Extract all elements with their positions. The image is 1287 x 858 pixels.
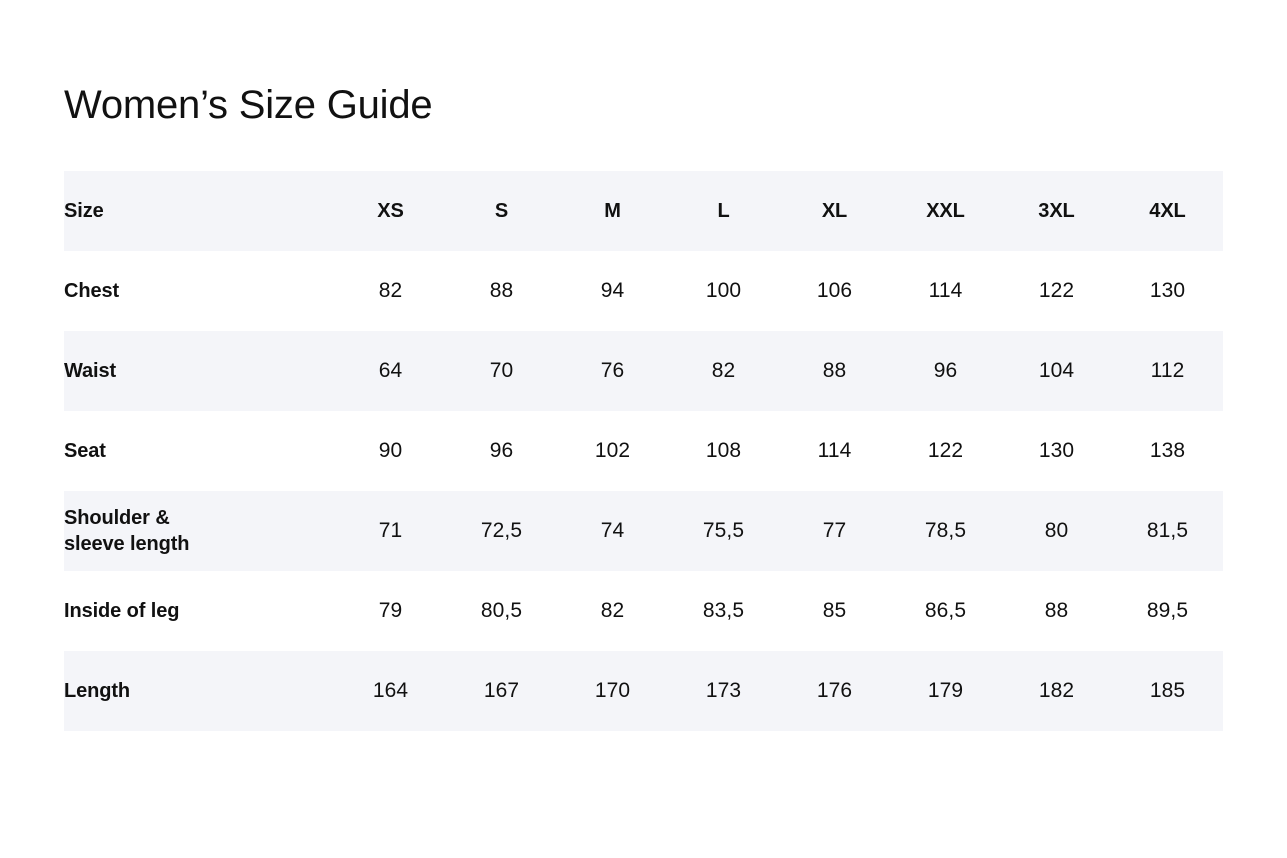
- cell-chest-xl: 106: [816, 279, 853, 302]
- cell-seat-l: 108: [705, 439, 742, 462]
- cell-inside-leg-xs: 79: [378, 599, 403, 622]
- cell-seat-xxl: 122: [927, 439, 964, 462]
- cell-seat-xs: 90: [378, 439, 403, 462]
- cell-shoulder-4xl: 81,5: [1146, 519, 1189, 542]
- row-label-line: Length: [64, 680, 131, 702]
- cell-inside-leg-3xl: 88: [1044, 599, 1069, 622]
- cell-shoulder-3xl: 80: [1044, 519, 1069, 542]
- table-row: Seat 90 96 102 108 114 122 130 138: [64, 411, 1223, 491]
- column-header-l: L: [717, 199, 730, 222]
- cell-waist-xxl: 96: [933, 359, 958, 382]
- cell-seat-m: 102: [594, 439, 631, 462]
- cell-shoulder-l: 75,5: [702, 519, 745, 542]
- column-header-s: S: [494, 199, 509, 222]
- row-label-seat: Seat: [64, 411, 335, 491]
- table-header: Size XS S M L XL XXL 3XL 4XL: [64, 171, 1223, 251]
- cell-seat-3xl: 130: [1038, 439, 1075, 462]
- cell-waist-xs: 64: [378, 359, 403, 382]
- cell-shoulder-xxl: 78,5: [924, 519, 967, 542]
- cell-waist-l: 82: [711, 359, 736, 382]
- table-row: Inside of leg 79 80,5 82 83,5 85 86,5 88…: [64, 571, 1223, 651]
- row-label-waist: Waist: [64, 331, 335, 411]
- cell-chest-3xl: 122: [1038, 279, 1075, 302]
- cell-length-4xl: 185: [1149, 679, 1186, 702]
- column-header-4xl: 4XL: [1149, 199, 1186, 222]
- cell-length-xxl: 179: [927, 679, 964, 702]
- page-title: Women’s Size Guide: [64, 82, 433, 127]
- row-label-line: Seat: [64, 440, 106, 462]
- womens-size-guide-table: Size XS S M L XL XXL 3XL 4XL Chest 82: [64, 171, 1223, 731]
- row-label-line: Chest: [64, 280, 120, 302]
- row-label-shoulder-sleeve-length: Shoulder & sleeve length: [64, 491, 335, 571]
- column-header-xxl: XXL: [926, 199, 965, 222]
- cell-inside-leg-4xl: 89,5: [1146, 599, 1189, 622]
- cell-chest-s: 88: [489, 279, 514, 302]
- table-header-row: Size XS S M L XL XXL 3XL 4XL: [64, 171, 1223, 251]
- table-row: Waist 64 70 76 82 88 96 104 112: [64, 331, 1223, 411]
- column-header-m: M: [604, 199, 621, 222]
- cell-waist-m: 76: [600, 359, 625, 382]
- cell-shoulder-m: 74: [600, 519, 625, 542]
- row-label-line: Inside of leg: [64, 600, 180, 622]
- cell-length-xl: 176: [816, 679, 853, 702]
- row-label-line: sleeve length: [64, 533, 190, 555]
- column-header-3xl: 3XL: [1038, 199, 1075, 222]
- cell-inside-leg-l: 83,5: [702, 599, 745, 622]
- cell-length-s: 167: [483, 679, 520, 702]
- cell-chest-l: 100: [705, 279, 742, 302]
- cell-length-xs: 164: [372, 679, 409, 702]
- cell-inside-leg-xl: 85: [822, 599, 847, 622]
- cell-shoulder-s: 72,5: [480, 519, 523, 542]
- cell-seat-4xl: 138: [1149, 439, 1186, 462]
- cell-chest-xxl: 114: [928, 279, 963, 302]
- cell-length-m: 170: [594, 679, 631, 702]
- cell-waist-3xl: 104: [1038, 359, 1075, 382]
- cell-shoulder-xl: 77: [822, 519, 847, 542]
- cell-chest-4xl: 130: [1149, 279, 1186, 302]
- cell-inside-leg-xxl: 86,5: [924, 599, 967, 622]
- table-body: Chest 82 88 94 100 106 114 122 130 Waist…: [64, 251, 1223, 731]
- column-header-xs: XS: [377, 199, 404, 222]
- cell-seat-xl: 114: [817, 439, 852, 462]
- cell-seat-s: 96: [489, 439, 514, 462]
- table-row: Shoulder & sleeve length 71 72,5 74 75,5…: [64, 491, 1223, 571]
- cell-inside-leg-s: 80,5: [480, 599, 523, 622]
- table-row: Length 164 167 170 173 176 179 182 185: [64, 651, 1223, 731]
- cell-inside-leg-m: 82: [600, 599, 625, 622]
- size-table-container: Size XS S M L XL XXL 3XL 4XL Chest 82: [64, 171, 1223, 731]
- cell-waist-xl: 88: [822, 359, 847, 382]
- table-row: Chest 82 88 94 100 106 114 122 130: [64, 251, 1223, 331]
- column-header-size: Size: [64, 200, 104, 222]
- column-header-xl: XL: [821, 199, 848, 222]
- row-label-line: Waist: [64, 360, 117, 382]
- row-label-length: Length: [64, 651, 335, 731]
- row-label-line: Shoulder &: [64, 507, 170, 529]
- cell-shoulder-xs: 71: [378, 519, 403, 542]
- cell-waist-s: 70: [489, 359, 514, 382]
- cell-chest-xs: 82: [378, 279, 403, 302]
- row-label-chest: Chest: [64, 251, 335, 331]
- cell-waist-4xl: 112: [1150, 359, 1185, 382]
- cell-length-l: 173: [705, 679, 742, 702]
- row-label-inside-of-leg: Inside of leg: [64, 571, 335, 651]
- cell-chest-m: 94: [600, 279, 625, 302]
- cell-length-3xl: 182: [1038, 679, 1075, 702]
